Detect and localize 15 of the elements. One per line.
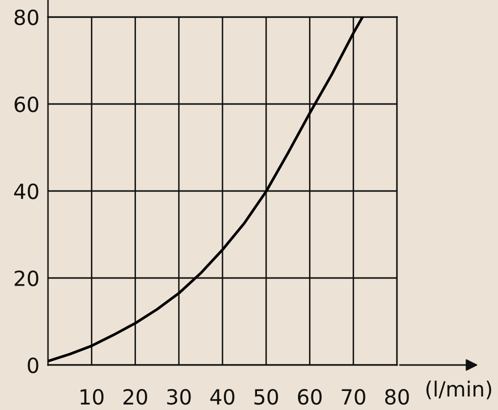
line-series bbox=[48, 17, 364, 362]
x-tick-label: 70 bbox=[342, 388, 366, 405]
y-tick-label: 60 bbox=[14, 96, 38, 112]
y-tick-label: 20 bbox=[14, 270, 38, 286]
x-tick-label: 80 bbox=[385, 388, 409, 405]
y-tick-label: 40 bbox=[14, 183, 38, 200]
x-tick-label: 10 bbox=[80, 388, 104, 405]
y-tick-label: 80 bbox=[14, 9, 38, 26]
y-tick-label: 0 bbox=[28, 357, 38, 374]
x-tick-label: 60 bbox=[298, 388, 322, 405]
x-axis-title: (l/min) bbox=[426, 380, 492, 400]
x-tick-label: 40 bbox=[210, 388, 234, 405]
x-tick-label: 20 bbox=[124, 388, 148, 405]
x-tick-label: 50 bbox=[254, 388, 278, 405]
x-tick-label: 30 bbox=[167, 388, 191, 405]
